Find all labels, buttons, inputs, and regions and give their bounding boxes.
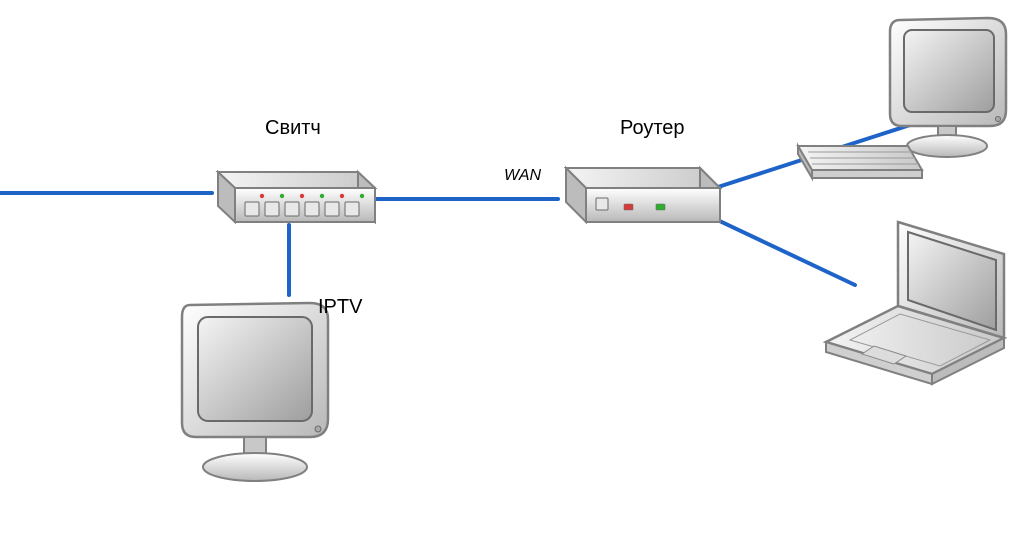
laptop-device-icon	[826, 222, 1004, 384]
desktop-device-icon	[890, 18, 1006, 157]
keyboard-device-icon	[798, 146, 922, 178]
links-layer	[0, 125, 910, 295]
iptv-device-icon	[182, 303, 328, 481]
router-device-icon	[566, 168, 720, 222]
switch-device-icon	[218, 172, 375, 222]
diagram-stage: Свитч Роутер WAN IPTV	[0, 0, 1029, 535]
label-iptv: IPTV	[318, 296, 362, 319]
network-diagram-svg	[0, 0, 1029, 535]
label-wan: WAN	[504, 167, 541, 185]
label-switch: Свитч	[265, 117, 321, 140]
link-router-laptop	[709, 216, 855, 285]
label-router: Роутер	[620, 117, 685, 140]
